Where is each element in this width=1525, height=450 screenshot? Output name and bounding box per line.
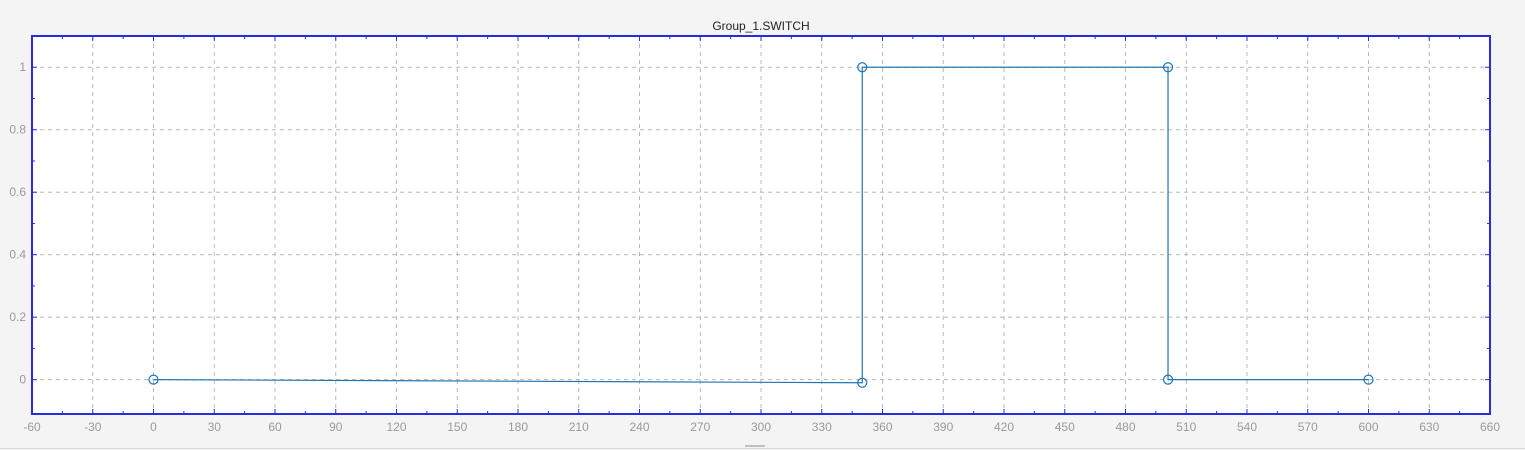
series-line <box>153 66 1369 384</box>
data-point[interactable] <box>148 374 159 385</box>
grid <box>32 36 1490 414</box>
x-tick-label: 480 <box>1115 420 1135 434</box>
x-tick-label: 60 <box>268 420 282 434</box>
x-tick-label: 270 <box>690 420 710 434</box>
y-axis-labels: 0 0.2 0.4 0.6 0.8 1 <box>9 60 26 386</box>
chart-title: Group_1.SWITCH <box>712 19 809 33</box>
data-point[interactable] <box>1162 374 1174 385</box>
x-axis-labels: -60 -30 0 30 60 90 120 150 180 210 240 270 300 330 360… <box>23 420 1500 434</box>
x-tick-label: 120 <box>386 420 406 434</box>
x-tick-label: 240 <box>629 420 649 434</box>
x-tick-label: 450 <box>1055 420 1075 434</box>
x-tick-label: 210 <box>569 420 589 434</box>
bottom-divider <box>0 448 1525 449</box>
data-point[interactable] <box>1162 62 1174 73</box>
x-tick-label: 630 <box>1419 420 1439 434</box>
x-tick-label: 0 <box>150 420 157 434</box>
data-point[interactable] <box>857 62 868 73</box>
y-tick-label: 0.4 <box>9 248 26 262</box>
data-point[interactable] <box>1363 374 1374 385</box>
x-tick-label: 660 <box>1480 420 1500 434</box>
x-tick-label: 90 <box>329 420 343 434</box>
x-tick-label: 390 <box>933 420 953 434</box>
resize-handle[interactable] <box>745 445 765 447</box>
x-tick-label: 420 <box>994 420 1014 434</box>
y-tick-label: 0.8 <box>9 123 26 137</box>
x-tick-label: 150 <box>447 420 467 434</box>
x-tick-label: 510 <box>1176 420 1196 434</box>
y-tick-label: 0 <box>19 373 26 387</box>
x-tick-label: 300 <box>751 420 771 434</box>
x-tick-label: 30 <box>208 420 222 434</box>
x-tick-label: 180 <box>508 420 528 434</box>
x-tick-label: 600 <box>1358 420 1378 434</box>
x-tick-label: -60 <box>23 420 41 434</box>
x-tick-label: -30 <box>84 420 102 434</box>
x-tick-label: 360 <box>872 420 892 434</box>
y-tick-label: 0.2 <box>9 310 26 324</box>
y-tick-label: 0.6 <box>9 185 26 199</box>
axis-ticks <box>31 35 1491 414</box>
x-tick-label: 540 <box>1237 420 1257 434</box>
y-tick-label: 1 <box>19 60 26 74</box>
x-tick-label: 330 <box>812 420 832 434</box>
x-tick-label: 570 <box>1298 420 1318 434</box>
data-point[interactable] <box>857 377 868 388</box>
series-group <box>148 62 1374 388</box>
